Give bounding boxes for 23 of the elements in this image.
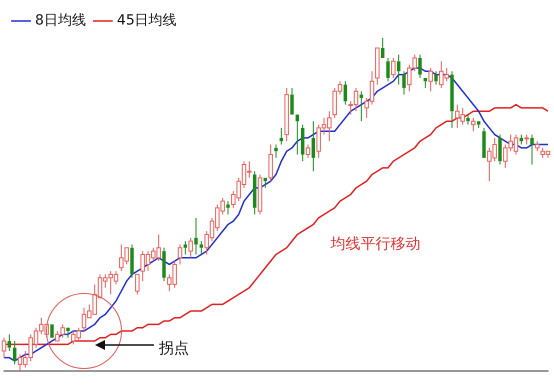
- annotation: 拐点: [158, 338, 190, 357]
- legend-label: 8日均线: [35, 12, 86, 29]
- candlestick: [520, 134, 524, 146]
- candlestick: [466, 114, 470, 126]
- candlestick: [12, 340, 16, 365]
- candlestick: [8, 334, 12, 352]
- candlestick: [226, 200, 230, 215]
- candlestick: [300, 124, 304, 162]
- candlestick: [396, 54, 400, 86]
- candlestick: [264, 178, 268, 188]
- candlestick: [424, 78, 428, 88]
- candlestick: [280, 127, 284, 146]
- candlestick: [66, 328, 70, 338]
- legend-label: 45日均线: [116, 12, 177, 29]
- candlestick: [200, 240, 204, 255]
- candlestick: [360, 90, 364, 122]
- candlestick: [252, 170, 256, 215]
- candlestick: [476, 121, 480, 128]
- candlestick: [380, 38, 384, 58]
- candlestick: [296, 114, 300, 156]
- candlestick: [312, 120, 316, 172]
- annotation: 均线平行移动: [329, 234, 420, 252]
- candlestick: [184, 240, 188, 255]
